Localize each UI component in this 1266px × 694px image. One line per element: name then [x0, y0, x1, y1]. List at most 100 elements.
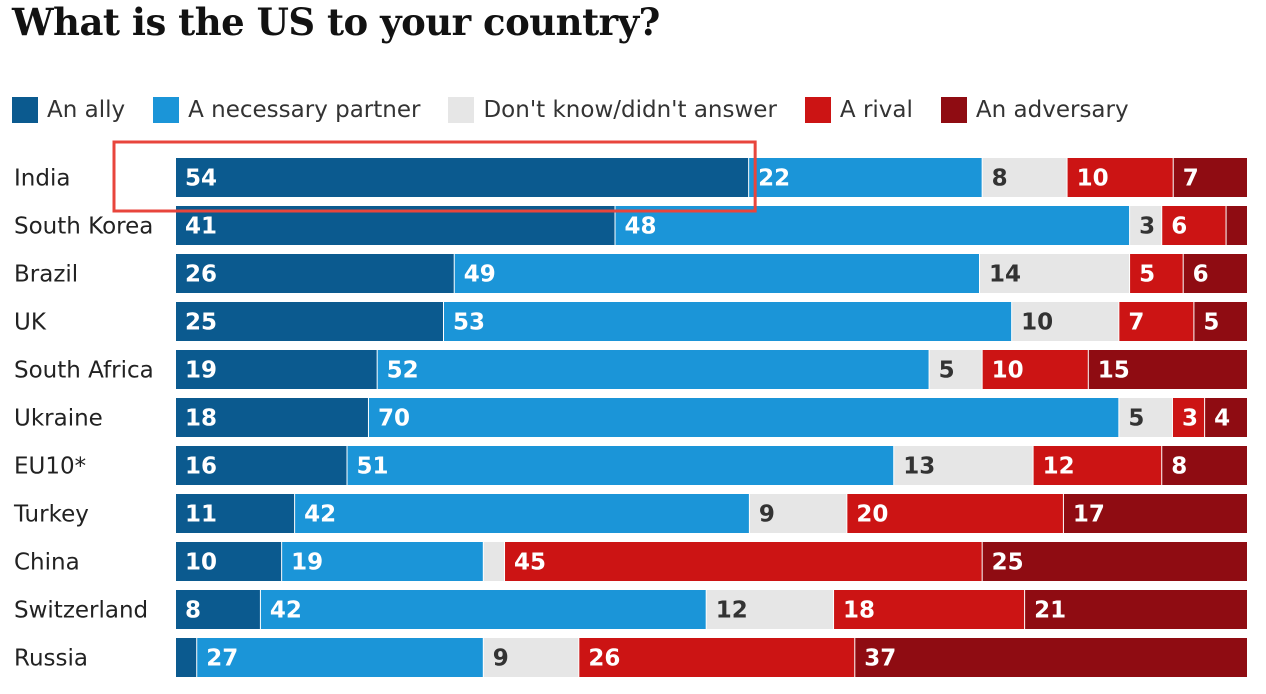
data-label: 10 [185, 550, 217, 576]
bar-segment [1194, 302, 1247, 341]
country-label: Brazil [14, 262, 78, 288]
bar-segment [295, 494, 749, 533]
bar-segment [1025, 590, 1247, 629]
bar-segment [1183, 254, 1247, 293]
bar-segment [894, 446, 1033, 485]
bar-segment [176, 446, 347, 485]
bar-segment [1119, 398, 1172, 437]
data-label: 20 [856, 502, 888, 528]
legend-swatch-adversary [940, 97, 967, 123]
bar-segment [505, 542, 982, 581]
data-label: 54 [185, 166, 217, 192]
bar-segment [1088, 350, 1247, 389]
data-label: 19 [185, 358, 217, 384]
legend-item-adversary: An adversary [940, 97, 1129, 123]
bar-segment [855, 638, 1247, 677]
bar-segment [377, 350, 929, 389]
legend-label-dont-know: Don't know/didn't answer [483, 97, 777, 123]
country-label: South Africa [14, 358, 154, 384]
bar-segment [982, 350, 1088, 389]
bar-segment [1033, 446, 1162, 485]
data-label: 70 [378, 406, 410, 432]
bar-segment [1063, 494, 1247, 533]
data-label: 42 [304, 502, 336, 528]
data-label: 22 [758, 166, 790, 192]
chart-title: What is the US to your country? [12, 0, 660, 44]
bar-segment [260, 590, 706, 629]
data-label: 16 [185, 454, 217, 480]
data-label: 5 [1128, 406, 1144, 432]
bar-segment [1173, 158, 1247, 197]
bar-segment [176, 254, 454, 293]
data-label: 45 [514, 550, 546, 576]
legend-swatch-necessary-partner [153, 97, 180, 123]
bar-segment [579, 638, 855, 677]
data-label: 53 [453, 310, 485, 336]
bar-segment [929, 350, 982, 389]
data-label: 7 [1183, 166, 1199, 192]
data-label: 15 [1098, 358, 1130, 384]
data-label: 37 [864, 646, 896, 672]
data-label: 52 [387, 358, 419, 384]
bar-segment [282, 542, 483, 581]
legend-item-rival: A rival [804, 97, 913, 123]
data-label: 12 [716, 598, 748, 624]
legend-item-necessary-partner: A necessary partner [153, 97, 420, 123]
legend-swatch-ally [12, 97, 38, 123]
data-label: 5 [939, 358, 955, 384]
bar-segment [1130, 206, 1162, 245]
bar-segment [749, 494, 847, 533]
bar-segment [1172, 398, 1205, 437]
country-label: Turkey [13, 502, 89, 528]
bar-segment [483, 638, 579, 677]
bar-segment [1162, 206, 1226, 245]
bar-segment [176, 398, 368, 437]
legend-item-ally: An ally [12, 97, 125, 123]
legend-label-rival: A rival [839, 97, 913, 123]
bar-segment [176, 638, 197, 677]
bar-segment [176, 350, 377, 389]
legend-label-adversary: An adversary [975, 97, 1129, 123]
bar-segment [197, 638, 483, 677]
data-label: 9 [759, 502, 775, 528]
country-label: Switzerland [14, 598, 148, 624]
data-label: 13 [903, 454, 935, 480]
data-label: 5 [1203, 310, 1219, 336]
data-label: 4 [1214, 406, 1230, 432]
bar-segment [1205, 398, 1247, 437]
data-label: 25 [185, 310, 217, 336]
bar-segment [982, 158, 1067, 197]
legend-swatch-dont-know [448, 97, 475, 123]
data-label: 9 [493, 646, 509, 672]
bar-segment [347, 446, 894, 485]
data-label: 42 [270, 598, 302, 624]
data-label: 17 [1073, 502, 1105, 528]
data-label: 7 [1128, 310, 1144, 336]
country-label: Russia [14, 646, 88, 672]
bar-segment [176, 494, 295, 533]
data-label: 21 [1034, 598, 1066, 624]
data-label: 6 [1171, 214, 1187, 240]
country-label: EU10* [14, 454, 86, 480]
bar-segment [706, 590, 834, 629]
country-label: China [14, 550, 80, 576]
bar-segment [176, 590, 260, 629]
data-label: 10 [992, 358, 1024, 384]
data-label: 3 [1139, 214, 1155, 240]
bar-segment [1226, 206, 1247, 245]
bar-segment [982, 542, 1247, 581]
data-label: 3 [1182, 406, 1198, 432]
legend-label-necessary-partner: A necessary partner [188, 97, 421, 123]
bar-segment [483, 542, 505, 581]
bar-segment [368, 398, 1119, 437]
bar-segment [834, 590, 1025, 629]
country-label: South Korea [14, 214, 153, 240]
bar-segment [980, 254, 1130, 293]
bar-segment [1162, 446, 1247, 485]
data-label: 19 [291, 550, 323, 576]
country-label: UK [14, 310, 47, 336]
data-label: 8 [185, 598, 201, 624]
data-label: 14 [989, 262, 1021, 288]
bar-segment [1067, 158, 1173, 197]
